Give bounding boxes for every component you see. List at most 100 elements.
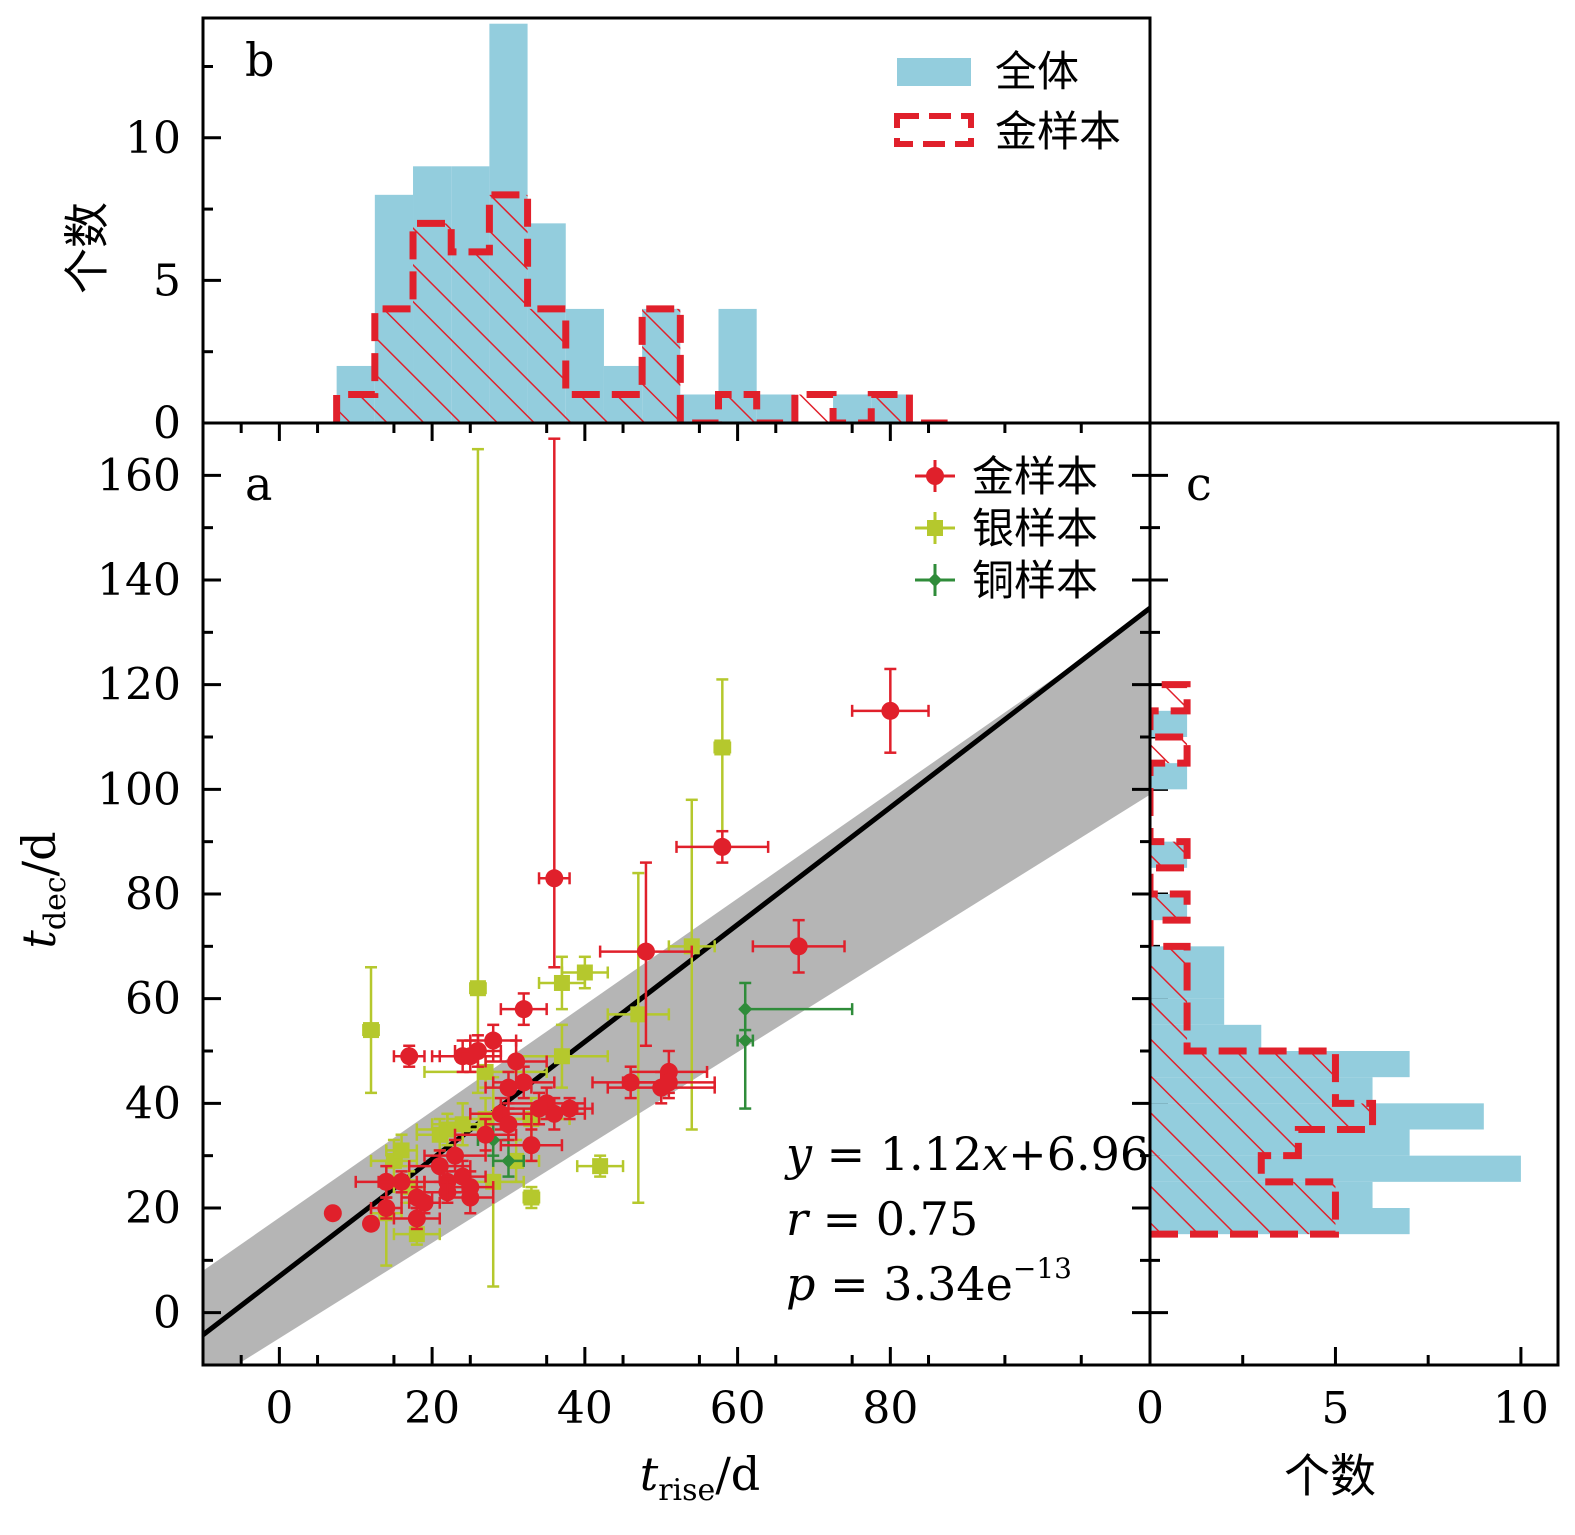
x-tick-label: 40	[557, 1383, 613, 1434]
circle-point-0-27	[499, 1128, 564, 1163]
circle-point-0-25	[491, 1065, 556, 1100]
fit-r-value: r = 0.75	[786, 1192, 978, 1246]
circle-point-0-34	[598, 861, 694, 1048]
legend-all-label: 全体	[995, 47, 1079, 96]
y-axis-label: tdec/d	[12, 831, 73, 948]
fit-line	[203, 606, 1150, 1337]
circle-point-0-38	[675, 829, 770, 864]
legend-gold-marker	[915, 460, 955, 492]
gold-marker	[468, 1042, 487, 1060]
all-bar	[756, 394, 795, 423]
circle-point-0-31	[537, 437, 571, 969]
y-tick-label: 20	[125, 1183, 181, 1234]
gold-marker	[476, 1125, 495, 1144]
silver-marker	[630, 1006, 647, 1023]
scatter-points	[323, 437, 930, 1288]
gold-marker	[713, 837, 732, 856]
panel-c-label: c	[1186, 457, 1212, 511]
silver-marker	[553, 1048, 570, 1065]
legend-silver-marker	[915, 512, 955, 544]
silver-marker	[714, 739, 731, 756]
b-y-tick-label: 0	[153, 398, 181, 449]
circle-point-0-1	[362, 1214, 381, 1233]
y-tick-label: 40	[125, 1078, 181, 1129]
b-y-tick-label: 10	[125, 113, 181, 164]
all-bar-horizontal	[1150, 710, 1188, 737]
gold-marker	[392, 1172, 411, 1191]
fit-equation: y = 1.12x+6.96	[784, 1127, 1149, 1181]
silver-marker	[363, 1022, 380, 1039]
panel-c-frame	[1148, 421, 1560, 1367]
panel-c-axes: 0 5 10	[1136, 1347, 1549, 1434]
x-tick-label: 20	[404, 1383, 460, 1434]
circle-point-0-37	[621, 1065, 716, 1100]
histogram-tdec-panel: 0 5 10 c 个数	[1136, 421, 1560, 1503]
gold-marker	[881, 701, 900, 720]
gold-marker	[659, 1073, 678, 1092]
gold-hist-hatch-horizontal	[1150, 684, 1373, 1235]
square-point-1-3	[385, 1133, 419, 1168]
gold-marker	[323, 1204, 342, 1223]
b-y-tick-label: 5	[153, 255, 181, 306]
legend-gold-label: 金样本	[972, 452, 1098, 501]
x-tick-label: 0	[265, 1383, 293, 1434]
legend-all-swatch	[897, 58, 971, 86]
legend-gold-hist-swatch	[894, 113, 974, 147]
panel-b-legend: 全体 金样本	[894, 47, 1121, 156]
panel-b-ylabel: 个数	[60, 202, 114, 294]
panel-c-xlabel: 个数	[1284, 1449, 1376, 1503]
fit-statistics: y = 1.12x+6.96 r = 0.75 p = 3.34e−13	[784, 1127, 1149, 1311]
gold-hist-hatch	[336, 194, 948, 423]
square-point-1-0	[362, 966, 380, 1095]
silver-marker	[553, 974, 570, 991]
circle-point-0-20	[469, 1023, 518, 1058]
silver-marker	[576, 964, 593, 981]
y-tick-label: 120	[97, 660, 181, 711]
circle-point-0-39	[751, 918, 846, 974]
x-tick-label: 60	[710, 1383, 766, 1434]
trise-histogram-bars	[333, 23, 948, 423]
y-tick-label: 140	[97, 555, 181, 606]
diamond-point-2-3	[736, 1007, 755, 1110]
gold-hist-outline	[333, 191, 948, 423]
y-tick-label: 100	[97, 764, 181, 815]
panel-a-axes: 0 20 40 60 80 0 20 40 60 80 100 120 140 160	[97, 421, 1168, 1434]
circle-point-0-32	[545, 1096, 594, 1121]
legend-gold-hist-label: 金样本	[995, 107, 1121, 156]
all-bar-horizontal	[1150, 763, 1188, 790]
panel-a-label: a	[245, 457, 272, 511]
gold-marker	[545, 869, 564, 888]
panel-b-label: b	[245, 33, 274, 87]
y-tick-label: 80	[125, 869, 181, 920]
gold-marker	[400, 1047, 419, 1066]
circle-point-0-16	[446, 1170, 495, 1205]
gold-hist-outline-horizontal	[1150, 681, 1377, 1238]
gold-marker	[362, 1214, 381, 1233]
x-axis-label: trise/d	[640, 1447, 761, 1508]
y-tick-label: 160	[97, 450, 181, 501]
square-point-1-15	[522, 1185, 541, 1210]
x-tick-label: 80	[862, 1383, 918, 1434]
copper-marker	[501, 1153, 516, 1168]
all-bar	[833, 394, 872, 423]
square-point-1-16	[514, 1023, 610, 1089]
c-x-tick-label: 5	[1321, 1383, 1349, 1434]
c-x-tick-label: 10	[1493, 1383, 1549, 1434]
square-point-1-18	[560, 955, 610, 990]
silver-marker	[592, 1158, 609, 1175]
histogram-trise-panel: 0 5 10 b 个数 全体 金样本	[60, 16, 1152, 449]
legend-silver-label: 银样本	[972, 504, 1098, 553]
square-point-1-20	[606, 871, 671, 1205]
scatter-plot-area	[203, 437, 1150, 1365]
silver-marker	[469, 980, 486, 997]
gold-marker	[522, 1136, 541, 1155]
square-point-1-22	[713, 678, 732, 843]
circle-point-0-18	[453, 1034, 503, 1068]
gold-marker	[560, 1099, 579, 1118]
scatter-legend: 金样本 银样本 铜样本	[915, 452, 1098, 605]
circle-point-0-5	[392, 1044, 426, 1068]
gold-marker	[636, 942, 655, 961]
square-point-1-19	[575, 1154, 625, 1178]
gold-marker	[789, 937, 808, 956]
